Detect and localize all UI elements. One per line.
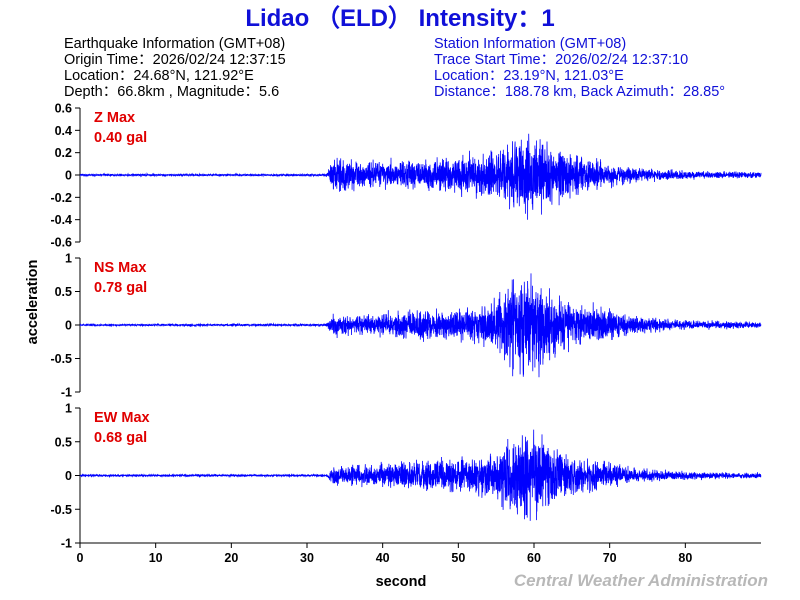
x-tick-label: 40	[376, 551, 390, 565]
x-tick-label: 10	[149, 551, 163, 565]
y-tick-label: -0.2	[50, 191, 72, 205]
x-tick-label: 0	[77, 551, 84, 565]
earthquake-info-header: Earthquake Information (GMT+08)	[64, 36, 285, 52]
y-tick-label: 0.6	[55, 102, 72, 116]
y-tick-label: -1	[61, 386, 72, 400]
max-label-ns: NS Max	[94, 260, 146, 276]
max-value-ns: 0.78 gal	[94, 280, 147, 296]
max-label-z: Z Max	[94, 110, 135, 126]
y-tick-label: -0.4	[50, 213, 72, 227]
trace-ew	[79, 429, 762, 521]
origin-time: Origin Time：2026/02/24 12:37:15	[64, 52, 286, 68]
y-tick-label: -0.5	[50, 503, 72, 517]
station-info: Station Information (GMT+08) Trace Start…	[434, 36, 725, 100]
max-value-ew: 0.68 gal	[94, 430, 147, 446]
distance-azimuth: Distance：188.78 km, Back Azimuth：28.85°	[434, 84, 725, 100]
trace-panels: 0.6 0.4 0.2 0 -0.2 -0.4 -0.6 Z Max 0.40 gal 1 0.5 0…	[50, 102, 762, 551]
x-axis-label: second	[376, 574, 427, 590]
y-tick-label: 0	[65, 169, 72, 183]
y-tick-label: 0	[65, 469, 72, 483]
x-tick-label: 70	[603, 551, 617, 565]
y-tick-label: 1	[65, 402, 72, 416]
x-tick-label: 50	[451, 551, 465, 565]
station-location: Location：23.19°N, 121.03°E	[434, 68, 624, 84]
max-value-z: 0.40 gal	[94, 130, 147, 146]
y-tick-label: 0.5	[55, 285, 72, 299]
x-axis: 0 10 20 30 40 50 60 70 80	[77, 542, 761, 565]
panel-ew: 1 0.5 0 -0.5 -1 EW Max 0.68 gal	[50, 402, 762, 551]
trace-z	[79, 133, 762, 220]
epicenter-location: Location：24.68°N, 121.92°E	[64, 68, 254, 84]
trace-ns	[79, 273, 762, 378]
station-info-header: Station Information (GMT+08)	[434, 36, 626, 52]
x-tick-label: 80	[678, 551, 692, 565]
chart-title: Lidao （ELD） Intensity：1	[245, 5, 554, 32]
trace-start-time: Trace Start Time：2026/02/24 12:37:10	[434, 52, 688, 68]
x-tick-label: 60	[527, 551, 541, 565]
y-tick-label: 0	[65, 319, 72, 333]
max-label-ew: EW Max	[94, 410, 150, 426]
y-tick-label: 0.4	[55, 124, 72, 138]
earthquake-info: Earthquake Information (GMT+08) Origin T…	[64, 36, 286, 100]
y-tick-label: 1	[65, 252, 72, 266]
y-tick-label: 0.2	[55, 146, 72, 160]
panel-ns: 1 0.5 0 -0.5 -1 NS Max 0.78 gal	[50, 252, 762, 400]
agency-credit: Central Weather Administration	[514, 571, 768, 590]
y-tick-label: -0.6	[50, 236, 72, 250]
y-tick-label: 0.5	[55, 435, 72, 449]
depth-magnitude: Depth：66.8km , Magnitude：5.6	[64, 84, 279, 100]
panel-z: 0.6 0.4 0.2 0 -0.2 -0.4 -0.6 Z Max 0.40 gal	[50, 102, 762, 250]
y-tick-label: -0.5	[50, 352, 72, 366]
y-axis-label: acceleration	[25, 260, 41, 345]
y-tick-label: -1	[61, 537, 72, 551]
x-tick-label: 20	[224, 551, 238, 565]
x-tick-label: 30	[300, 551, 314, 565]
